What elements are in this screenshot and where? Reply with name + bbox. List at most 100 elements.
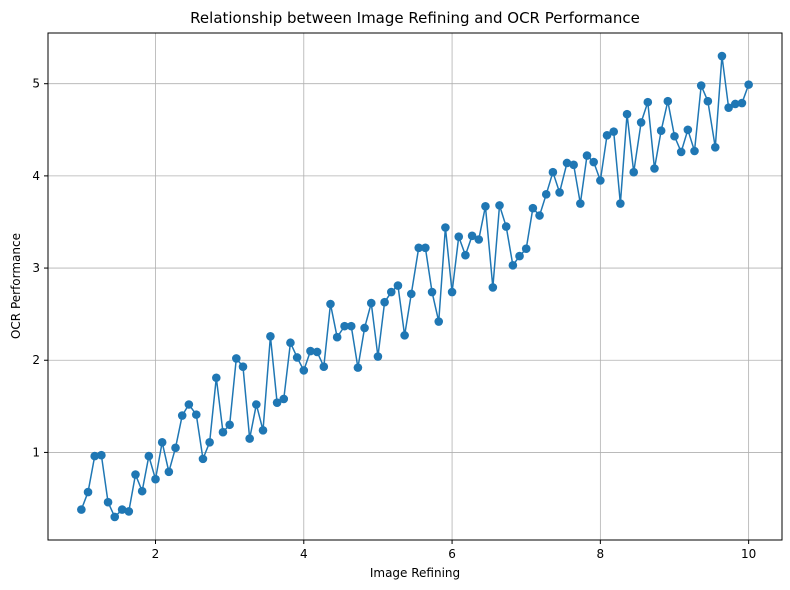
data-point (232, 354, 241, 363)
data-point (266, 331, 275, 341)
data-point (205, 437, 214, 447)
data-point (515, 251, 524, 261)
data-point (643, 97, 653, 107)
data-point (737, 98, 747, 108)
data-point (225, 420, 234, 430)
data-point (400, 331, 409, 340)
data-point (137, 486, 147, 496)
data-point (717, 51, 727, 61)
data-point (488, 283, 498, 292)
chart-title: Relationship between Image Refining and … (190, 9, 640, 27)
y-axis-label: OCR Performance (9, 233, 23, 339)
data-point (569, 160, 578, 170)
x-axis-label: Image Refining (370, 566, 460, 580)
data-point (386, 287, 396, 297)
data-point (441, 223, 450, 232)
data-point (380, 297, 389, 307)
data-point (508, 261, 518, 270)
data-point (360, 323, 369, 333)
data-point (670, 131, 679, 141)
data-point (461, 250, 470, 260)
data-point (454, 232, 464, 242)
data-point (83, 487, 93, 497)
data-point (124, 507, 134, 516)
data-point (406, 289, 416, 299)
plot-frame (47, 32, 783, 541)
data-point (656, 126, 666, 136)
data-point (238, 362, 248, 372)
data-point (144, 451, 154, 461)
data-point (373, 352, 383, 361)
x-tick-label: 6 (448, 547, 456, 561)
data-point (198, 454, 208, 464)
data-point (467, 231, 477, 241)
data-point (164, 467, 174, 477)
data-point (332, 332, 342, 342)
data-point (596, 176, 605, 185)
data-point (366, 298, 376, 308)
data-point (177, 411, 187, 420)
data-point (306, 346, 315, 356)
x-tick-label: 8 (597, 547, 605, 561)
data-point (447, 287, 457, 297)
data-point (622, 109, 632, 119)
y-tick-label: 4 (32, 169, 40, 183)
data-point (346, 321, 356, 331)
data-point (117, 505, 127, 514)
x-tick-label: 4 (300, 547, 308, 561)
data-point (212, 373, 221, 383)
data-point (171, 443, 180, 453)
data-point (703, 96, 713, 106)
data-point (636, 118, 646, 127)
data-point (184, 400, 194, 409)
data-point (103, 497, 113, 507)
data-point (676, 147, 686, 157)
data-point (629, 167, 639, 177)
y-tick-label: 2 (32, 353, 40, 367)
data-point (521, 244, 531, 254)
data-point (353, 363, 363, 372)
data-point (495, 201, 504, 210)
data-point (97, 450, 106, 460)
data-point (683, 125, 693, 135)
data-point (272, 398, 282, 407)
y-tick-label: 3 (32, 261, 40, 275)
data-point (602, 131, 612, 140)
data-point (319, 362, 329, 372)
data-point (744, 80, 753, 89)
data-point (299, 366, 309, 375)
data-point (696, 81, 706, 90)
data-point (616, 199, 625, 208)
grid-lines (48, 33, 782, 540)
data-point (421, 243, 430, 253)
series-layer (77, 51, 753, 522)
data-point (609, 127, 618, 136)
data-point (710, 143, 720, 152)
data-point (427, 287, 437, 297)
data-point (582, 151, 592, 160)
data-point (481, 202, 490, 211)
data-point (131, 470, 140, 479)
data-point (535, 211, 544, 220)
data-point (562, 158, 572, 168)
data-point (258, 426, 268, 435)
data-point (157, 437, 167, 447)
data-point (576, 199, 585, 208)
data-point (555, 188, 564, 197)
series-line (80, 55, 750, 518)
data-point (340, 321, 349, 331)
data-point (245, 434, 254, 443)
y-tick-label: 5 (32, 77, 40, 91)
data-point (151, 474, 160, 484)
data-point (501, 222, 511, 231)
data-point (110, 512, 120, 522)
data-point (90, 451, 100, 461)
data-point (393, 281, 403, 290)
data-point (650, 164, 659, 173)
data-point (548, 167, 558, 177)
data-point (252, 400, 261, 409)
data-point (589, 157, 598, 167)
data-point (474, 235, 484, 244)
